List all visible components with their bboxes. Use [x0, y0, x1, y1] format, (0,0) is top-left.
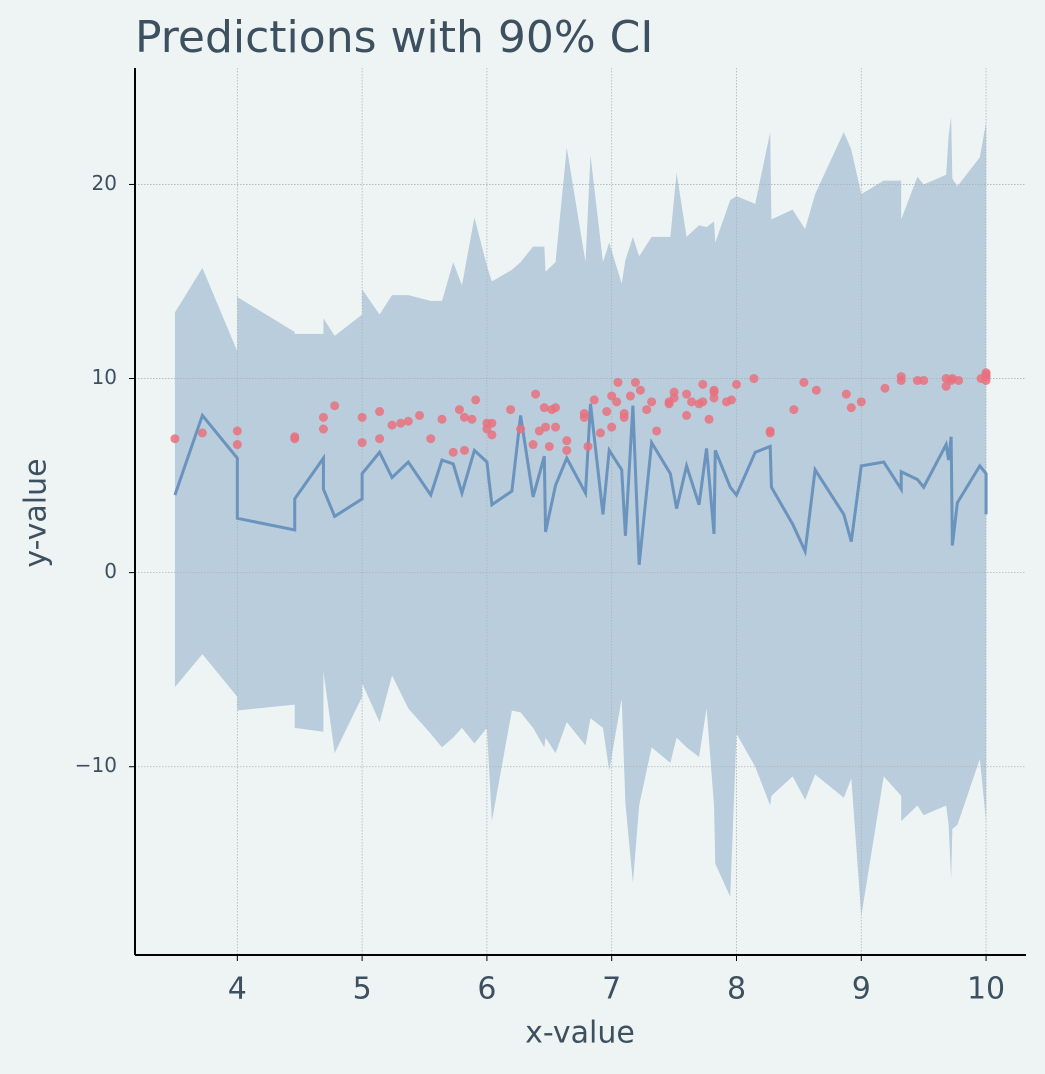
observed-point [232, 426, 242, 436]
observed-point [467, 414, 477, 424]
x-tick-label: 6 [477, 972, 496, 1007]
observed-point [941, 381, 951, 391]
observed-point [789, 405, 799, 415]
observed-point [856, 397, 866, 407]
observed-point [682, 410, 692, 420]
y-axis-label: y-value [19, 458, 54, 567]
x-tick-label: 9 [852, 972, 871, 1007]
observed-point [799, 377, 809, 387]
observed-point [544, 441, 554, 451]
observed-point [704, 414, 714, 424]
observed-point [912, 375, 922, 385]
observed-point [403, 416, 413, 426]
observed-point [357, 438, 367, 448]
observed-point [602, 407, 612, 417]
observed-point [635, 385, 645, 395]
observed-point [528, 440, 538, 450]
x-axis-label: x-value [525, 1016, 635, 1051]
observed-point [170, 434, 180, 444]
observed-point [437, 414, 447, 424]
observed-point [765, 428, 775, 438]
ci-band [174, 116, 987, 917]
observed-point [415, 410, 425, 420]
observed-point [642, 405, 652, 415]
observed-point [625, 391, 635, 401]
observed-point [426, 434, 436, 444]
observed-point [919, 375, 929, 385]
observed-point [664, 399, 674, 409]
observed-point [482, 424, 492, 434]
observed-point [630, 377, 640, 387]
observed-point [749, 374, 759, 384]
x-tick-label: 7 [602, 972, 621, 1007]
observed-point [290, 434, 300, 444]
observed-point [595, 428, 605, 438]
observed-point [698, 379, 708, 389]
observed-point [682, 389, 692, 399]
observed-point [607, 422, 617, 432]
observed-point [387, 420, 397, 430]
observed-point [318, 424, 328, 434]
observed-point [811, 385, 821, 395]
observed-point [726, 395, 736, 405]
y-tick-label: −10 [75, 753, 117, 777]
observed-point [551, 403, 561, 413]
observed-point [318, 412, 328, 422]
prediction-line [173, 403, 988, 566]
observed-point [551, 422, 561, 432]
observed-point [375, 434, 385, 444]
observed-point [357, 412, 367, 422]
observed-point [487, 418, 497, 428]
observed-point [471, 395, 481, 405]
observed-point [562, 445, 572, 455]
observed-point [562, 436, 572, 446]
observed-point [731, 379, 741, 389]
observed-point [709, 393, 719, 403]
observed-point [579, 412, 589, 422]
observed-point [698, 397, 708, 407]
observed-point [396, 418, 406, 428]
y-tick-label: 20 [92, 171, 117, 195]
observed-point [619, 412, 629, 422]
x-tick-label: 4 [228, 972, 247, 1007]
observed-point [669, 393, 679, 403]
observed-point [841, 389, 851, 399]
observed-point [589, 395, 599, 405]
observed-point [459, 445, 469, 455]
observed-point [880, 383, 890, 393]
observed-point [541, 422, 551, 432]
observed-point [583, 441, 593, 451]
y-tick-label: 0 [104, 559, 117, 583]
observed-point [448, 447, 458, 457]
y-tick-label: 10 [92, 365, 117, 389]
observed-point [375, 407, 385, 417]
observed-point [896, 375, 906, 385]
observed-point [232, 440, 242, 450]
observed-point [607, 391, 617, 401]
observed-point [506, 405, 516, 415]
observed-point [539, 403, 549, 413]
observed-point [516, 424, 526, 434]
observed-point [197, 428, 207, 438]
observed-point [613, 377, 623, 387]
observed-point [954, 375, 964, 385]
observed-point [652, 426, 662, 436]
observed-point [459, 412, 469, 422]
observed-point [612, 397, 622, 407]
observed-point [846, 403, 856, 413]
x-tick-label: 8 [727, 972, 746, 1007]
observed-point [487, 430, 497, 440]
x-tick-label: 5 [353, 972, 372, 1007]
observed-point [981, 370, 991, 380]
observed-point [454, 405, 464, 415]
observed-point [647, 397, 657, 407]
x-tick-label: 10 [967, 972, 1005, 1007]
chart-title: Predictions with 90% CI [135, 12, 653, 63]
observed-point [330, 401, 340, 411]
observed-point [687, 397, 697, 407]
observed-point [531, 389, 541, 399]
